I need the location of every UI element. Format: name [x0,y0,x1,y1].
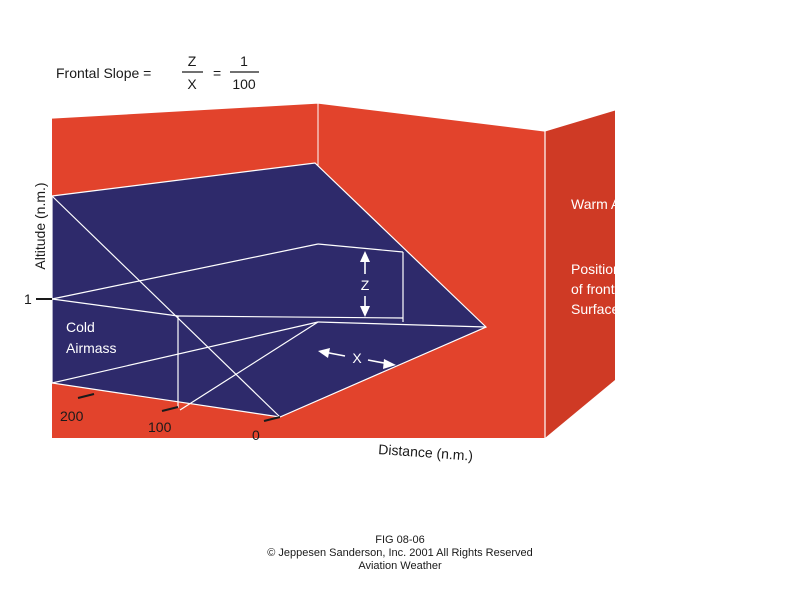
cold-airmass-label-2: Airmass [66,340,117,356]
cold-airmass-label-1: Cold [66,319,95,335]
distance-tick-100: 100 [148,419,172,435]
caption-copyright: © Jeppesen Sanderson, Inc. 2001 All Righ… [267,547,533,559]
z-label: Z [361,277,370,293]
distance-tick-0: 0 [252,427,260,443]
altitude-tick-label: 1 [24,291,32,307]
formula-one: 1 [240,53,248,69]
formula: Frontal Slope = Z X = 1 100 [56,53,259,92]
caption-publication: Aviation Weather [358,560,442,572]
distance-tick-200: 200 [60,408,84,424]
altitude-axis-label: Altitude (n.m.) [32,182,48,269]
caption-fig: FIG 08-06 [375,534,425,546]
formula-x: X [187,76,197,92]
z-arrow [360,251,370,317]
x-label: X [352,350,362,366]
x-arrow [318,348,396,369]
front-position-label-2: of front on [571,281,634,297]
distance-tick-marks [77,393,281,422]
warm-side-face [545,110,615,438]
warm-airmass-label: Warm Airmass [571,196,661,212]
formula-equals: = [213,65,221,81]
formula-hundred: 100 [232,76,256,92]
formula-lhs: Frontal Slope = [56,65,151,81]
cold-airmass-wedge [51,162,488,418]
formula-z: Z [188,53,197,69]
front-position-label-1: Position [571,261,621,277]
cold-wedge-face [52,163,486,417]
front-position-label-3: Surface Map [571,301,651,317]
distance-axis-label: Distance (n.m.) [378,441,474,464]
